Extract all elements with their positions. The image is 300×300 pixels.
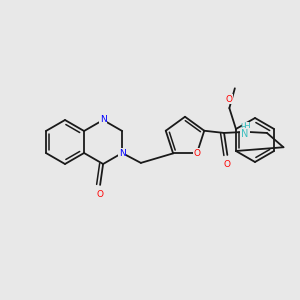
Text: H: H xyxy=(240,123,246,132)
Text: N: N xyxy=(242,129,249,139)
Text: O: O xyxy=(224,160,231,169)
Text: O: O xyxy=(226,94,233,103)
Text: H
N: H N xyxy=(243,122,249,142)
Text: N: N xyxy=(100,116,106,124)
Text: O: O xyxy=(194,149,200,158)
Text: O: O xyxy=(97,190,104,200)
Text: N: N xyxy=(119,148,125,158)
